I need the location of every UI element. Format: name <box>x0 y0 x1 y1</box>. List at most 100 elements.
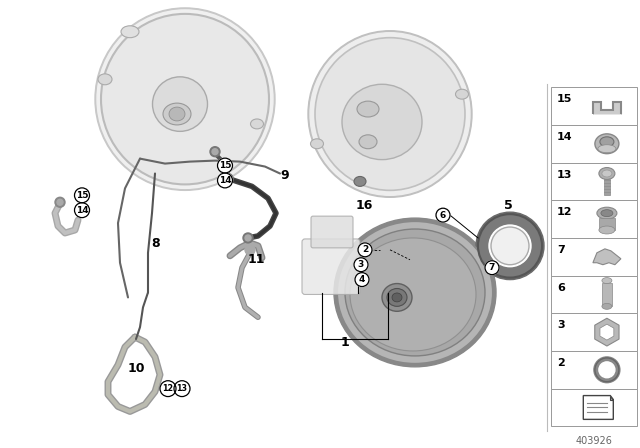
Ellipse shape <box>602 170 612 177</box>
Ellipse shape <box>308 31 472 197</box>
Bar <box>551 388 637 426</box>
Ellipse shape <box>121 26 139 38</box>
FancyBboxPatch shape <box>302 239 360 294</box>
Circle shape <box>436 208 450 222</box>
Ellipse shape <box>595 134 619 154</box>
FancyBboxPatch shape <box>311 216 353 248</box>
Bar <box>551 163 637 200</box>
Ellipse shape <box>382 284 412 311</box>
Bar <box>551 313 637 351</box>
Text: 14: 14 <box>557 132 573 142</box>
Ellipse shape <box>334 218 496 367</box>
Text: 13: 13 <box>177 384 188 393</box>
Text: 11: 11 <box>247 253 265 266</box>
Text: 12: 12 <box>163 384 173 393</box>
Ellipse shape <box>350 238 476 351</box>
Ellipse shape <box>310 33 470 195</box>
Text: 16: 16 <box>355 199 372 212</box>
Ellipse shape <box>315 38 465 190</box>
Circle shape <box>599 362 615 378</box>
Circle shape <box>212 149 218 155</box>
Text: 3: 3 <box>358 260 364 269</box>
Text: 12: 12 <box>557 207 573 217</box>
Bar <box>602 283 612 306</box>
Text: 2: 2 <box>557 358 564 368</box>
Ellipse shape <box>337 221 493 364</box>
Ellipse shape <box>95 8 275 190</box>
Ellipse shape <box>491 227 529 265</box>
Ellipse shape <box>598 145 616 153</box>
Text: 10: 10 <box>127 362 145 375</box>
Text: 7: 7 <box>489 263 495 272</box>
Polygon shape <box>593 102 621 114</box>
Ellipse shape <box>101 14 269 185</box>
Ellipse shape <box>169 107 185 121</box>
Ellipse shape <box>602 278 612 284</box>
Ellipse shape <box>599 168 615 180</box>
Text: 13: 13 <box>557 169 572 180</box>
Circle shape <box>354 258 368 271</box>
Ellipse shape <box>456 89 468 99</box>
Ellipse shape <box>357 101 379 117</box>
Text: 4: 4 <box>359 275 365 284</box>
Circle shape <box>174 381 190 396</box>
Text: 6: 6 <box>440 211 446 220</box>
Circle shape <box>225 176 231 181</box>
Bar <box>599 218 615 230</box>
Circle shape <box>358 243 372 257</box>
Text: 3: 3 <box>557 320 564 330</box>
Ellipse shape <box>354 177 366 186</box>
Ellipse shape <box>602 303 612 309</box>
Text: 8: 8 <box>152 237 160 250</box>
Text: 14: 14 <box>219 176 231 185</box>
Circle shape <box>57 199 63 205</box>
Ellipse shape <box>478 214 542 278</box>
Ellipse shape <box>597 207 617 219</box>
Ellipse shape <box>489 225 531 267</box>
Text: 6: 6 <box>557 283 565 293</box>
Text: 403926: 403926 <box>575 436 612 446</box>
Polygon shape <box>611 396 613 400</box>
Circle shape <box>160 381 176 396</box>
Ellipse shape <box>600 137 614 147</box>
Text: 14: 14 <box>76 206 88 215</box>
Bar <box>551 351 637 389</box>
Circle shape <box>74 188 90 203</box>
Ellipse shape <box>359 135 377 149</box>
Bar <box>551 125 637 163</box>
Text: 9: 9 <box>281 169 289 182</box>
Bar <box>551 200 637 238</box>
Polygon shape <box>600 324 614 340</box>
Text: 7: 7 <box>557 245 564 255</box>
Ellipse shape <box>392 293 402 302</box>
Ellipse shape <box>152 77 207 131</box>
Ellipse shape <box>250 119 264 129</box>
Text: 15: 15 <box>76 191 88 200</box>
Circle shape <box>218 173 232 188</box>
Circle shape <box>245 245 255 255</box>
Bar <box>551 276 637 313</box>
Bar <box>551 238 637 276</box>
Ellipse shape <box>601 210 613 217</box>
Ellipse shape <box>310 139 323 149</box>
Text: 2: 2 <box>362 246 368 254</box>
Circle shape <box>245 235 251 241</box>
Ellipse shape <box>599 226 615 234</box>
Polygon shape <box>583 396 613 419</box>
Circle shape <box>355 273 369 287</box>
Ellipse shape <box>342 84 422 159</box>
Circle shape <box>74 203 90 218</box>
Ellipse shape <box>345 229 485 356</box>
Circle shape <box>218 158 232 173</box>
Ellipse shape <box>97 10 273 188</box>
Circle shape <box>223 173 233 183</box>
Polygon shape <box>595 318 619 346</box>
Circle shape <box>594 357 620 383</box>
Ellipse shape <box>476 212 544 280</box>
Text: 15: 15 <box>557 94 572 104</box>
Circle shape <box>243 233 253 243</box>
Circle shape <box>485 261 499 275</box>
Text: 15: 15 <box>219 161 231 170</box>
Bar <box>604 180 610 195</box>
Text: 5: 5 <box>504 199 513 212</box>
